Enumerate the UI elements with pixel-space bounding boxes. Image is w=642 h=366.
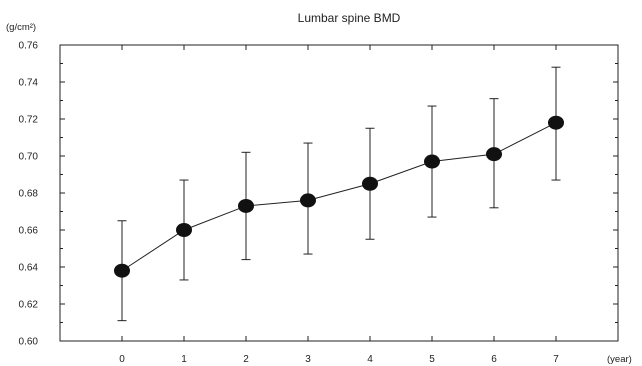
error-bars [117, 66, 561, 322]
x-tick-label: 4 [367, 354, 373, 365]
y-axis-unit-label: (g/cm²) [6, 22, 36, 33]
chart-title: Lumbar spine BMD [298, 11, 401, 25]
x-axis-unit-label: (year) [607, 354, 632, 365]
x-tick-label: 0 [119, 354, 125, 365]
axis-tick-labels: 0.60 0.62 0.64 0.66 0.68 0.70 0.72 0.74 0.76 0 1 2 3… [19, 41, 560, 366]
x-tick-label: 2 [243, 354, 249, 365]
data-point-marker [114, 263, 130, 278]
x-tick-label: 1 [181, 354, 187, 365]
x-tick-label: 3 [305, 354, 311, 365]
y-tick-label: 0.66 [19, 226, 39, 237]
series-line [121, 122, 557, 272]
y-tick-label: 0.64 [19, 263, 39, 274]
axis-ticks [60, 44, 618, 342]
data-point-marker [300, 193, 316, 208]
y-tick-label: 0.62 [19, 300, 39, 311]
y-tick-label: 0.74 [19, 78, 39, 89]
data-point-marker [238, 198, 254, 213]
data-point-marker [424, 154, 440, 169]
x-tick-label: 5 [429, 354, 435, 365]
data-markers [114, 115, 564, 278]
x-tick-label: 6 [491, 354, 497, 365]
x-tick-label: 7 [553, 354, 559, 365]
y-tick-label: 0.72 [19, 115, 39, 126]
y-tick-label: 0.68 [19, 189, 39, 200]
data-point-marker [176, 223, 192, 237]
y-tick-label: 0.70 [19, 152, 39, 163]
data-point-marker [486, 147, 502, 162]
y-tick-label: 0.60 [19, 337, 39, 348]
data-point-marker [548, 115, 564, 130]
plot-frame [59, 44, 619, 342]
y-tick-label: 0.76 [19, 41, 39, 52]
data-point-marker [362, 176, 378, 191]
